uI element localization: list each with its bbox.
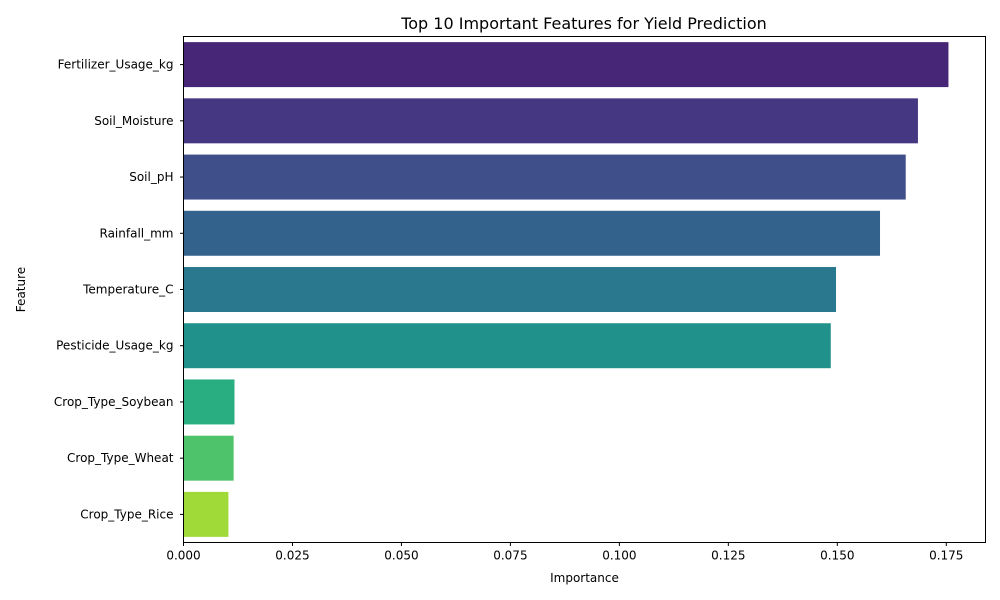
bar-temperature-c	[183, 267, 836, 312]
bars-group	[183, 42, 949, 537]
y-tick-label: Soil_Moisture	[94, 114, 173, 128]
y-tick-label: Temperature_C	[82, 283, 173, 297]
bar-pesticide-usage-kg	[183, 323, 831, 369]
y-tick-label: Crop_Type_Wheat	[67, 451, 174, 465]
bar-soil-ph	[183, 154, 906, 200]
bar-crop-type-wheat	[183, 435, 234, 481]
y-tick-label: Soil_pH	[129, 170, 173, 184]
y-tick-label: Crop_Type_Rice	[80, 507, 173, 521]
x-tick-label: 0.025	[275, 549, 309, 563]
bar-fertilizer-usage-kg	[183, 42, 949, 88]
x-tick-label: 0.000	[166, 549, 200, 563]
x-tick-label: 0.075	[493, 549, 527, 563]
bar-soil-moisture	[183, 98, 918, 144]
x-tick-label: 0.100	[602, 549, 636, 563]
plot-frame	[183, 36, 986, 543]
x-axis: 0.000 0.025 0.050 0.075 0.100 0.125 0.150 0.175	[166, 542, 963, 563]
y-axis-title: Feature	[14, 267, 28, 312]
y-tick-label: Crop_Type_Soybean	[54, 395, 174, 409]
bar-crop-type-rice	[183, 491, 229, 537]
x-tick-label: 0.050	[384, 549, 418, 563]
bar-rainfall-mm	[183, 210, 881, 256]
x-tick-label: 0.125	[711, 549, 745, 563]
x-axis-title: Importance	[550, 571, 619, 585]
y-tick-label: Fertilizer_Usage_kg	[58, 58, 174, 72]
y-axis: Fertilizer_Usage_kg Soil_Moisture Soil_pH R…	[54, 58, 184, 521]
x-tick-label: 0.150	[820, 549, 854, 563]
y-tick-label: Pesticide_Usage_kg	[56, 339, 173, 353]
chart-title: Top 10 Important Features for Yield Pred…	[400, 14, 767, 33]
bar-crop-type-soybean	[183, 379, 235, 425]
y-tick-label: Rainfall_mm	[100, 226, 174, 240]
x-tick-label: 0.175	[929, 549, 963, 563]
